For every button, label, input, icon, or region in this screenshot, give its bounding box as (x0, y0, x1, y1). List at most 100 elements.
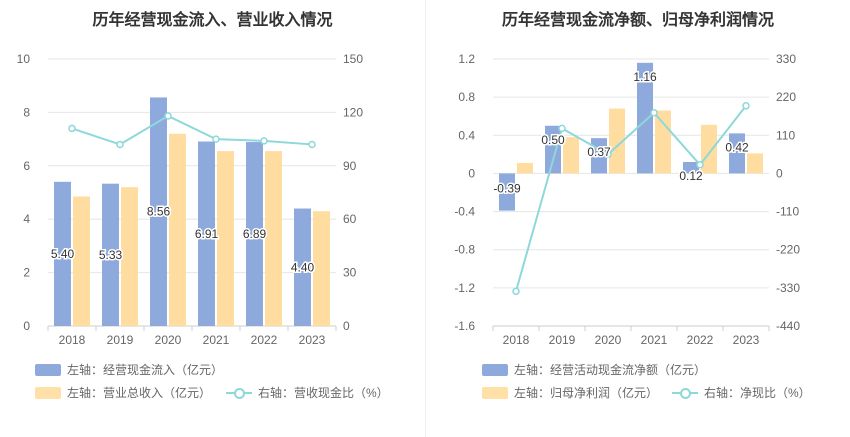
bar-data-label: 1.16 (633, 70, 657, 84)
legend-label: 右轴：营收现金比（%） (258, 386, 389, 400)
legend-item-net-ratio[interactable]: 右轴：净现比（%） (672, 384, 811, 401)
chart-title: 历年经营现金流入、营业收入情况 (92, 12, 333, 29)
y-right-tick-label: 0 (776, 166, 783, 180)
y-left-tick-label: 0 (23, 319, 30, 333)
y-left-tick-label: 2 (23, 266, 30, 280)
bar-归母净利润 (563, 137, 579, 174)
bar-经营活动现金流净额 (499, 173, 515, 211)
legend-label: 左轴：归母净利润（亿元） (514, 386, 659, 400)
bar-归母净利润 (609, 108, 625, 174)
bar-经营现金流入 (54, 181, 71, 326)
chart-panel-right: 历年经营现金流净额、归母净利润情况 -1.6 -1.2 -0.8 -0.4 0 0.4 0.… (426, 0, 850, 437)
x-tick-label: 2020 (595, 333, 622, 347)
legend-item-net-profit[interactable]: 左轴：归母净利润（亿元） (482, 384, 658, 401)
bar-经营活动现金流净额 (729, 133, 745, 174)
legend-item-cash-inflow[interactable]: 左轴：经营现金流入（亿元） (35, 361, 223, 378)
bar-data-label: 0.37 (587, 145, 611, 159)
y-right-tick-label: -220 (776, 243, 800, 257)
legend-item-net-cash[interactable]: 左轴：经营活动现金流净额（亿元） (482, 361, 706, 378)
y-left-tick-label: 1.2 (458, 52, 475, 66)
y-left-tick-label: 10 (17, 52, 31, 66)
y-left-tick-label: -1.2 (454, 281, 475, 295)
x-tick-label: 2018 (503, 333, 530, 347)
line-point (260, 137, 268, 145)
y-right-tick-label: 150 (343, 52, 363, 66)
y-right-tick-label: -330 (776, 281, 800, 295)
panel-divider (425, 0, 426, 437)
legend-swatch (35, 363, 61, 376)
legend-label: 右轴：净现比（%） (704, 386, 811, 400)
bar-营业总收入 (121, 187, 138, 326)
y-right-tick-label: 220 (776, 90, 796, 104)
y-left-tick-label: 0.4 (458, 128, 475, 142)
bar-data-label: 0.42 (725, 140, 749, 154)
x-tick-label: 2022 (687, 333, 714, 347)
line-point (308, 140, 316, 149)
line-净现比 (515, 105, 747, 292)
legend-label: 左轴：经营现金流入（亿元） (67, 363, 224, 377)
bar-营业总收入 (265, 151, 282, 326)
x-tick-label: 2020 (155, 333, 182, 347)
x-tick-label: 2022 (251, 333, 278, 347)
x-tick-label: 2023 (299, 333, 326, 347)
x-tick-label: 2019 (549, 333, 576, 347)
y-left-tick-label: 0.8 (458, 90, 475, 104)
bar-经营活动现金流净额 (545, 125, 561, 174)
line-point (512, 287, 520, 296)
y-left-tick-label: 6 (23, 159, 30, 173)
bar-经营现金流入 (198, 141, 215, 326)
line-point (650, 108, 658, 117)
bar-经营现金流入 (102, 183, 119, 326)
y-right-tick-label: 0 (343, 319, 350, 333)
legend-item-revenue[interactable]: 左轴：营业总收入（亿元） (35, 384, 211, 401)
bar-data-label: 6.89 (243, 227, 267, 241)
legend-label: 左轴：营业总收入（亿元） (67, 386, 212, 400)
y-left-tick-label: -0.4 (454, 205, 475, 219)
line-point (116, 140, 124, 149)
chart-title: 历年经营现金流净额、归母净利润情况 (501, 12, 774, 29)
chart-svg-right: -1.6 -1.2 -0.8 -0.4 0 0.4 0.8 1.2 -440 -330 -220 -1… (454, 52, 800, 347)
chart-svg-left: 0 2 4 6 8 10 0 30 60 90 120 150 2018 2019 2020 2021 2022… (17, 52, 364, 347)
y-right-tick-label: 120 (343, 105, 363, 119)
legend-line-marker-icon (672, 387, 698, 399)
legend-swatch (482, 363, 508, 376)
y-left-tick-label: -0.8 (454, 243, 475, 257)
bar-营业总收入 (73, 196, 90, 326)
y-left-tick-label: 8 (23, 105, 30, 119)
y-right-tick-label: 110 (776, 128, 795, 142)
x-tick-label: 2019 (107, 333, 134, 347)
y-left-tick-label: -1.6 (454, 319, 475, 333)
bar-归母净利润 (747, 153, 763, 174)
bar-归母净利润 (655, 110, 671, 174)
bar-data-label: -0.39 (493, 182, 521, 196)
x-tick-label: 2021 (641, 333, 668, 347)
bar-data-label: 5.33 (99, 248, 123, 262)
bar-经营活动现金流净额 (683, 161, 699, 174)
y-right-tick-label: -440 (776, 319, 800, 333)
bar-data-label: 6.91 (195, 227, 219, 241)
bar-归母净利润 (701, 124, 717, 174)
x-tick-label: 2021 (203, 333, 230, 347)
y-left-tick-label: 0 (468, 166, 475, 180)
line-point (696, 161, 704, 169)
bar-data-label: 5.40 (51, 247, 75, 261)
line-point (742, 102, 750, 110)
bar-营业总收入 (169, 133, 186, 326)
line-point (164, 112, 172, 120)
bar-营业总收入 (217, 151, 234, 326)
bar-经营现金流入 (246, 142, 263, 326)
legend-swatch (482, 386, 508, 399)
bar-data-label: 4.40 (291, 260, 315, 274)
legend-item-ratio[interactable]: 右轴：营收现金比（%） (226, 384, 389, 401)
y-left-tick-label: 4 (23, 212, 30, 226)
bar-经营活动现金流净额 (637, 62, 653, 174)
line-point (558, 124, 566, 133)
bar-经营现金流入 (150, 97, 167, 326)
line-point (604, 150, 612, 159)
bar-data-label: 0.50 (541, 133, 565, 147)
y-right-tick-label: 60 (343, 212, 357, 226)
y-right-tick-label: 90 (343, 159, 357, 173)
legend-label: 左轴：经营活动现金流净额（亿元） (514, 363, 707, 377)
bar-经营现金流入 (294, 208, 311, 326)
legend-line-marker-icon (226, 387, 252, 399)
